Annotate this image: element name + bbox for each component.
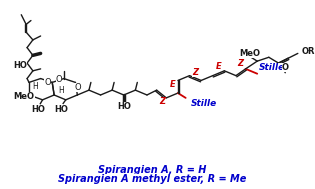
Text: O: O xyxy=(74,83,81,92)
Text: HO: HO xyxy=(117,102,131,111)
Text: H: H xyxy=(32,82,38,91)
Text: O: O xyxy=(44,78,51,87)
Text: Spirangien A methyl ester, R = Me: Spirangien A methyl ester, R = Me xyxy=(58,174,246,184)
Text: MeO: MeO xyxy=(14,92,35,101)
Text: Z: Z xyxy=(238,59,244,68)
Text: O: O xyxy=(56,75,62,84)
Text: E: E xyxy=(216,62,221,71)
Text: Z: Z xyxy=(159,97,165,106)
Text: HO: HO xyxy=(54,105,68,114)
Text: HO: HO xyxy=(32,105,46,114)
Text: O: O xyxy=(282,63,289,72)
Text: HO: HO xyxy=(14,61,27,70)
Text: E: E xyxy=(170,80,176,89)
Text: H: H xyxy=(58,86,64,95)
Text: Stille: Stille xyxy=(259,63,285,72)
Text: MeO: MeO xyxy=(239,49,260,58)
Text: OR: OR xyxy=(302,47,315,56)
Text: Spirangien A, R = H: Spirangien A, R = H xyxy=(98,165,206,175)
Text: Stille: Stille xyxy=(191,99,217,108)
Text: Z: Z xyxy=(192,68,198,77)
